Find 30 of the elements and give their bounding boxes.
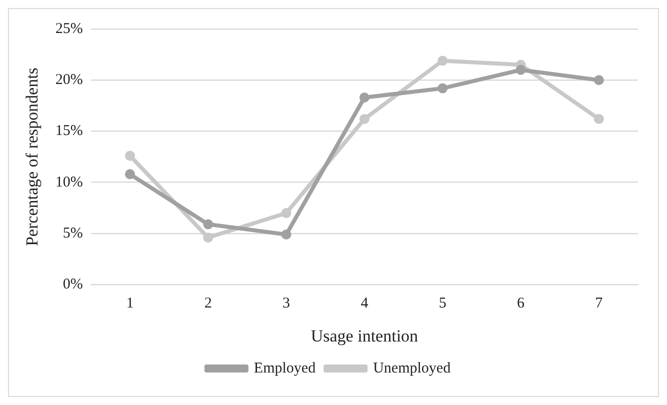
x-tick-label: 5 bbox=[438, 296, 446, 312]
point bbox=[124, 150, 135, 161]
x-tick-label: 4 bbox=[360, 296, 369, 312]
x-tick-label: 7 bbox=[595, 296, 604, 312]
point bbox=[359, 114, 370, 124]
x-tick-label: 1 bbox=[126, 296, 134, 312]
y-axis-title: Percentage of respondents bbox=[22, 68, 42, 246]
point bbox=[594, 75, 604, 86]
point bbox=[516, 64, 526, 75]
legend-label: Employed bbox=[254, 360, 316, 376]
point bbox=[281, 208, 292, 218]
legend-label: Unemployed bbox=[373, 360, 452, 376]
x-tick-label: 2 bbox=[204, 296, 212, 312]
point bbox=[359, 92, 370, 102]
y-tick-label: 10% bbox=[55, 174, 83, 190]
point bbox=[438, 83, 448, 94]
x-tick-label: 3 bbox=[282, 296, 290, 312]
y-tick-label: 20% bbox=[55, 72, 83, 88]
point bbox=[438, 56, 448, 66]
point bbox=[203, 232, 214, 243]
x-tick-label: 6 bbox=[517, 296, 526, 312]
y-tick-label: 5% bbox=[62, 225, 83, 242]
point bbox=[594, 114, 604, 124]
x-axis-title: Usage intention bbox=[310, 326, 419, 346]
point bbox=[281, 230, 292, 240]
y-tick-label: 15% bbox=[55, 123, 83, 140]
y-tick-label: 25% bbox=[55, 20, 83, 37]
point bbox=[203, 219, 214, 230]
y-tick-label: 0% bbox=[62, 276, 83, 293]
point bbox=[124, 169, 135, 180]
